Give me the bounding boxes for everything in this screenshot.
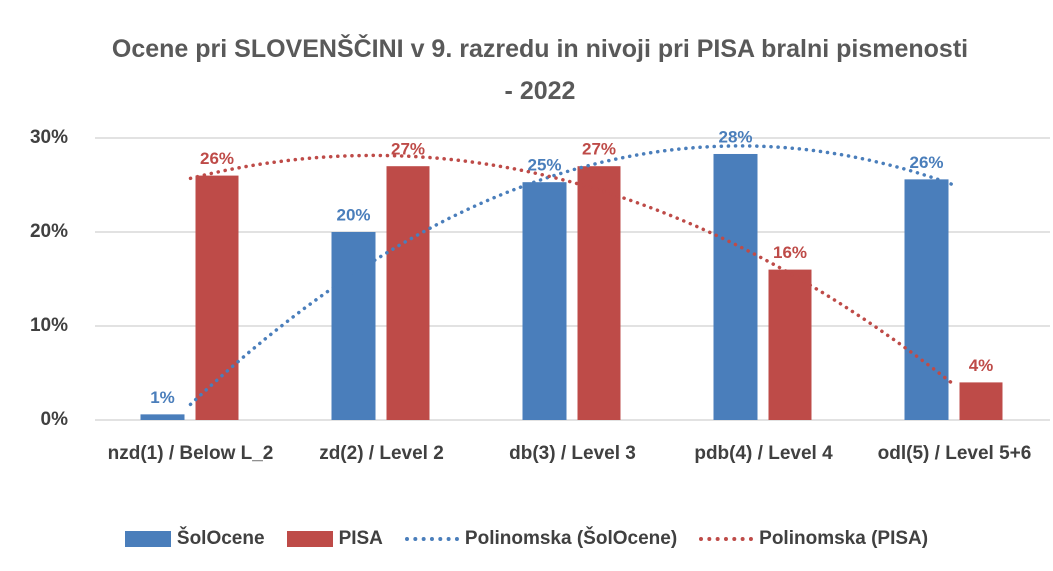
chart-title: Ocene pri SLOVENŠČINI v 9. razredu in ni… bbox=[111, 35, 969, 105]
data-label: 26% bbox=[909, 153, 943, 172]
bar bbox=[195, 175, 239, 420]
legend-label: ŠolOcene bbox=[176, 528, 265, 549]
legend-swatch bbox=[286, 531, 333, 547]
x-tick-label: odl(5) / Level 5+6 bbox=[877, 443, 1032, 464]
legend-label: PISA bbox=[338, 528, 383, 549]
legend-item: PISA bbox=[286, 528, 383, 550]
data-label: 16% bbox=[773, 243, 807, 262]
data-label: 1% bbox=[150, 388, 175, 407]
y-tick-label: 10% bbox=[30, 315, 68, 336]
x-tick-label: pdb(4) / Level 4 bbox=[694, 443, 833, 464]
trendline bbox=[188, 144, 957, 407]
legend-item: Polinomska (PISA) bbox=[699, 528, 928, 550]
bar bbox=[577, 166, 621, 420]
trendline bbox=[188, 153, 957, 387]
legend-item: Polinomska (ŠolOcene) bbox=[404, 528, 678, 550]
legend: ŠolOcene PISA Polinomska (ŠolOcene) Polinom… bbox=[0, 528, 1053, 550]
legend-item: ŠolOcene bbox=[124, 528, 265, 550]
y-tick-label: 30% bbox=[30, 127, 68, 148]
x-tick-label: zd(2) / Level 2 bbox=[319, 443, 444, 464]
bar bbox=[140, 414, 185, 420]
bar bbox=[522, 182, 567, 420]
data-label: 20% bbox=[336, 205, 370, 224]
bar bbox=[768, 269, 812, 420]
legend-swatch bbox=[404, 537, 459, 541]
legend-swatch bbox=[124, 531, 171, 547]
data-label: 4% bbox=[969, 356, 994, 375]
data-label: 28% bbox=[718, 127, 752, 146]
legend-label: Polinomska (ŠolOcene) bbox=[464, 528, 678, 549]
y-tick-label: 20% bbox=[30, 221, 68, 242]
bar bbox=[713, 153, 758, 421]
legend-swatch bbox=[699, 537, 754, 541]
data-label: 25% bbox=[527, 156, 561, 175]
y-tick-label: 0% bbox=[41, 409, 69, 430]
x-tick-label: nzd(1) / Below L_2 bbox=[107, 443, 274, 464]
data-label: 26% bbox=[200, 149, 234, 168]
bar bbox=[331, 232, 376, 420]
legend-label: Polinomska (PISA) bbox=[759, 528, 929, 549]
data-label: 27% bbox=[582, 140, 616, 159]
bar bbox=[959, 382, 1003, 420]
x-tick-label: db(3) / Level 3 bbox=[509, 443, 636, 464]
bar bbox=[904, 179, 949, 420]
data-label: 27% bbox=[391, 140, 425, 159]
bar bbox=[386, 166, 430, 420]
